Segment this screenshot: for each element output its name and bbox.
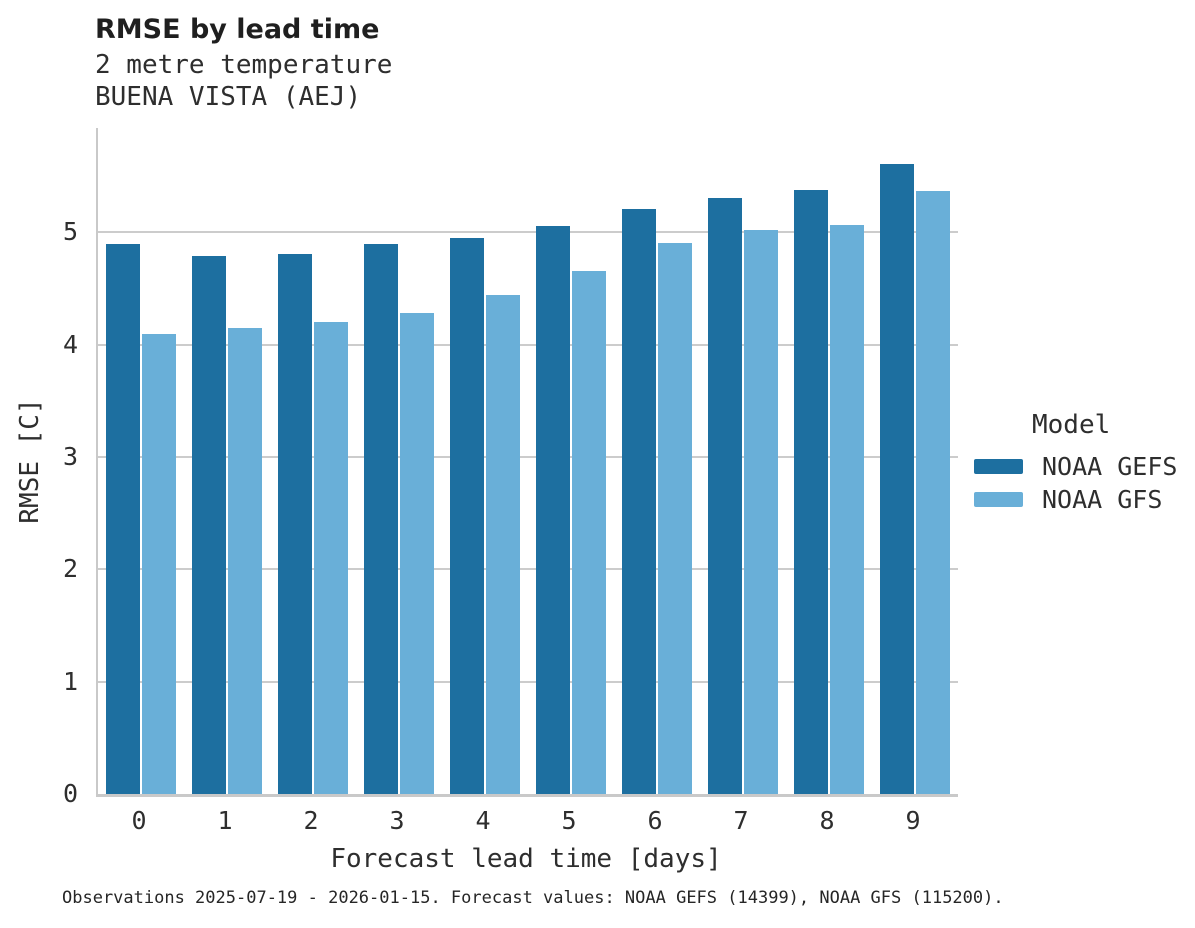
bar-noaa-gfs-lead-3 [399,313,434,794]
legend-swatch-noaa-gefs [974,459,1023,474]
chart-subtitle-variable: 2 metre temperature [95,50,393,80]
x-axis-label: Forecast lead time [days] [330,844,722,874]
bar-noaa-gefs-lead-1 [192,256,227,794]
x-tick-1: 1 [217,806,233,835]
bar-noaa-gfs-lead-6 [657,242,692,794]
x-tick-4: 4 [475,806,491,835]
legend-label-noaa-gfs: NOAA GFS [1042,485,1163,514]
chart-subtitle-station: BUENA VISTA (AEJ) [95,82,362,112]
y-tick-2: 2 [62,554,78,584]
legend: Model NOAA GEFS NOAA GFS [974,410,1194,516]
figure-caption: Observations 2025-07-19 - 2026-01-15. Fo… [62,888,1004,908]
x-tick-6: 6 [647,806,663,835]
gridline-y-2 [98,568,958,571]
plot-area [96,128,958,797]
bar-noaa-gefs-lead-7 [708,197,743,794]
bar-noaa-gfs-lead-1 [227,327,262,794]
y-tick-1: 1 [62,666,78,696]
y-tick-0: 0 [62,779,78,808]
bar-noaa-gefs-lead-2 [278,253,313,794]
bar-noaa-gfs-lead-2 [313,322,348,794]
gridline-y-4 [98,343,958,346]
legend-item-noaa-gfs: NOAA GFS [974,483,1194,516]
bar-noaa-gefs-lead-0 [106,243,141,794]
x-tick-2: 2 [303,806,319,835]
gridline-y-5 [98,231,958,234]
legend-label-noaa-gefs: NOAA GEFS [1042,452,1178,481]
x-tick-3: 3 [389,806,405,835]
y-tick-4: 4 [62,329,78,359]
bar-noaa-gfs-lead-9 [915,190,950,794]
legend-item-noaa-gefs: NOAA GEFS [974,450,1194,483]
bar-noaa-gefs-lead-8 [794,189,829,794]
x-tick-0: 0 [131,806,147,835]
bar-noaa-gefs-lead-9 [880,163,915,794]
bar-noaa-gfs-lead-5 [571,270,606,794]
chart-title: RMSE by lead time [95,14,380,45]
bar-noaa-gfs-lead-0 [141,333,176,794]
bar-noaa-gfs-lead-4 [485,295,520,794]
x-tick-8: 8 [819,806,835,835]
bar-noaa-gefs-lead-5 [536,225,571,794]
bar-noaa-gefs-lead-3 [364,243,399,794]
y-tick-3: 3 [62,442,78,472]
bar-noaa-gefs-lead-6 [622,208,657,794]
bar-noaa-gfs-lead-8 [829,224,864,794]
x-tick-5: 5 [561,806,577,835]
bar-noaa-gefs-lead-4 [450,238,485,794]
x-tick-9: 9 [905,806,921,835]
bar-noaa-gfs-lead-7 [743,230,778,794]
legend-swatch-noaa-gfs [974,492,1023,507]
x-tick-7: 7 [733,806,749,835]
y-tick-5: 5 [62,217,78,247]
legend-title: Model [1032,410,1111,440]
gridline-y-1 [98,680,958,683]
gridline-y-3 [98,456,958,459]
